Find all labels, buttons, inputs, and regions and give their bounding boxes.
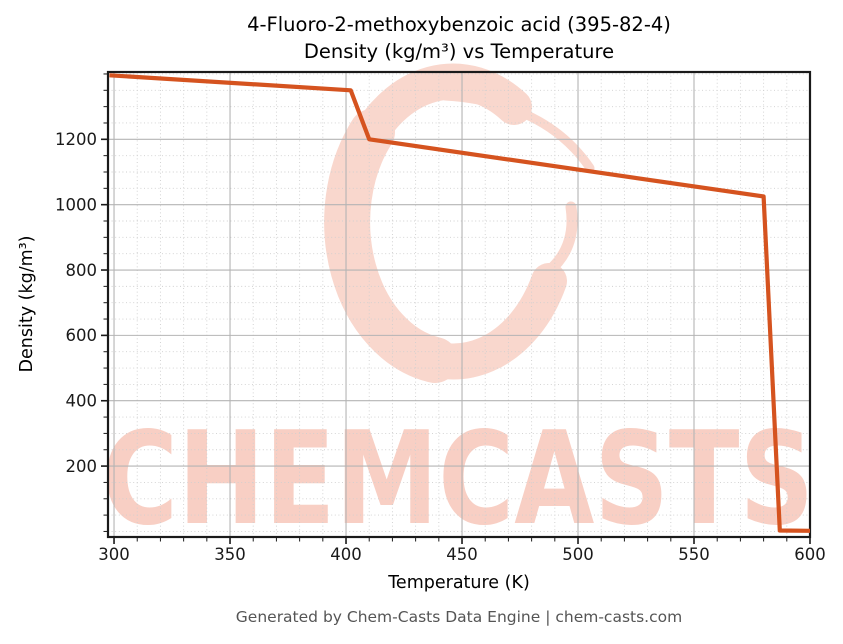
chart-title-line1: 4-Fluoro-2-methoxybenzoic acid (395-82-4… (247, 13, 671, 36)
footer-credit: Generated by Chem-Casts Data Engine | ch… (236, 608, 682, 626)
x-tick-label: 450 (446, 545, 478, 564)
y-tick-label: 200 (66, 457, 98, 476)
y-axis-label: Density (kg/m³) (17, 236, 37, 373)
y-tick-label: 800 (66, 261, 98, 280)
y-tick-label: 1000 (55, 195, 97, 214)
y-tick-label: 600 (66, 326, 98, 345)
plot-border (106, 70, 812, 539)
x-tick-label: 350 (214, 545, 246, 564)
x-tick-label: 300 (98, 545, 130, 564)
c-swirl-right-swoosh (543, 201, 578, 277)
text-layer: 4-Fluoro-2-methoxybenzoic acid (395-82-4… (17, 13, 682, 626)
y-tick-label: 1200 (55, 130, 97, 149)
watermark-text: CHEMCASTS (102, 405, 814, 554)
axes-layer: 300 350 400 450 500 550 600 200 400 600 800 1000 120… (55, 70, 826, 564)
density-line (109, 73, 811, 533)
c-swirl-inner-arc (440, 91, 595, 173)
x-tick-label: 600 (794, 545, 826, 564)
y-tick-label: 400 (66, 392, 98, 411)
chemcasts-c-swirl-logo (324, 63, 595, 383)
chart-title-line2: Density (kg/m³) vs Temperature (304, 40, 614, 63)
tick-layer: 300 350 400 450 500 550 600 200 400 600 800 1000 120… (55, 73, 826, 564)
x-tick-label: 400 (330, 545, 362, 564)
watermark-layer: CHEMCASTS (102, 63, 814, 554)
c-swirl-heavy-arc (324, 109, 458, 383)
x-tick-label: 550 (678, 545, 710, 564)
x-tick-label: 500 (562, 545, 594, 564)
x-axis-label: Temperature (K) (387, 573, 530, 593)
